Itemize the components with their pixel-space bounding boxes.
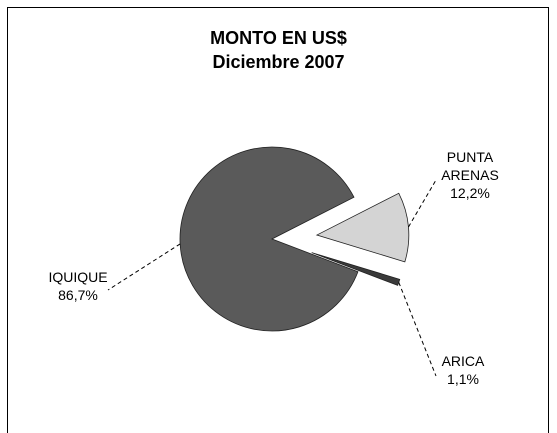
- slice-value: 86,7%: [58, 287, 98, 303]
- leader-line: [107, 243, 181, 291]
- slice-label: IQUIQUE 86,7%: [33, 268, 123, 304]
- slice-name: PUNTA ARENAS: [441, 149, 499, 183]
- slice-value: 1,1%: [447, 371, 479, 387]
- pie-slice: [315, 192, 410, 263]
- slice-name: ARICA: [441, 353, 485, 369]
- chart-title: MONTO EN US$: [210, 28, 347, 48]
- slice-label: PUNTA ARENAS 12,2%: [425, 148, 515, 202]
- chart-subtitle: Diciembre 2007: [212, 52, 345, 72]
- slice-value: 12,2%: [450, 185, 490, 201]
- leader-line: [408, 179, 437, 228]
- leader-line: [398, 282, 437, 377]
- slice-name: IQUIQUE: [48, 269, 108, 285]
- slice-label: ARICA 1,1%: [418, 352, 508, 388]
- pie-slice: [311, 252, 401, 286]
- pie-slice: [179, 146, 359, 332]
